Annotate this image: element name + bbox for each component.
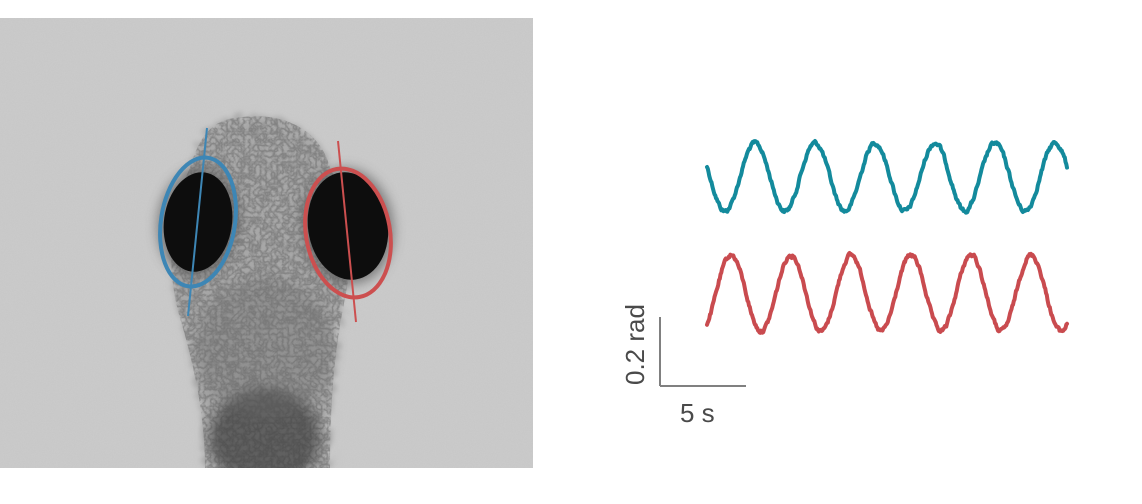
right-eye-fit-ellipse: [303, 166, 393, 300]
trace-left-eye: [705, 139, 1069, 215]
right-eye: [302, 168, 394, 284]
eye-angle-traces: 0.2 rad 5 s: [620, 139, 1069, 428]
fish-eye-image: [0, 18, 533, 468]
left-eye-fit-ellipse: [158, 155, 238, 289]
left-eye-axis-line: [187, 127, 208, 317]
scale-bar-horizontal-label: 5 s: [680, 398, 715, 428]
scale-bar: 0.2 rad 5 s: [620, 304, 746, 428]
trace-right-eye: [705, 251, 1069, 335]
scale-bar-vertical-label: 0.2 rad: [620, 304, 650, 385]
right-eye-axis-line: [337, 140, 357, 323]
fish-body: [171, 116, 350, 468]
